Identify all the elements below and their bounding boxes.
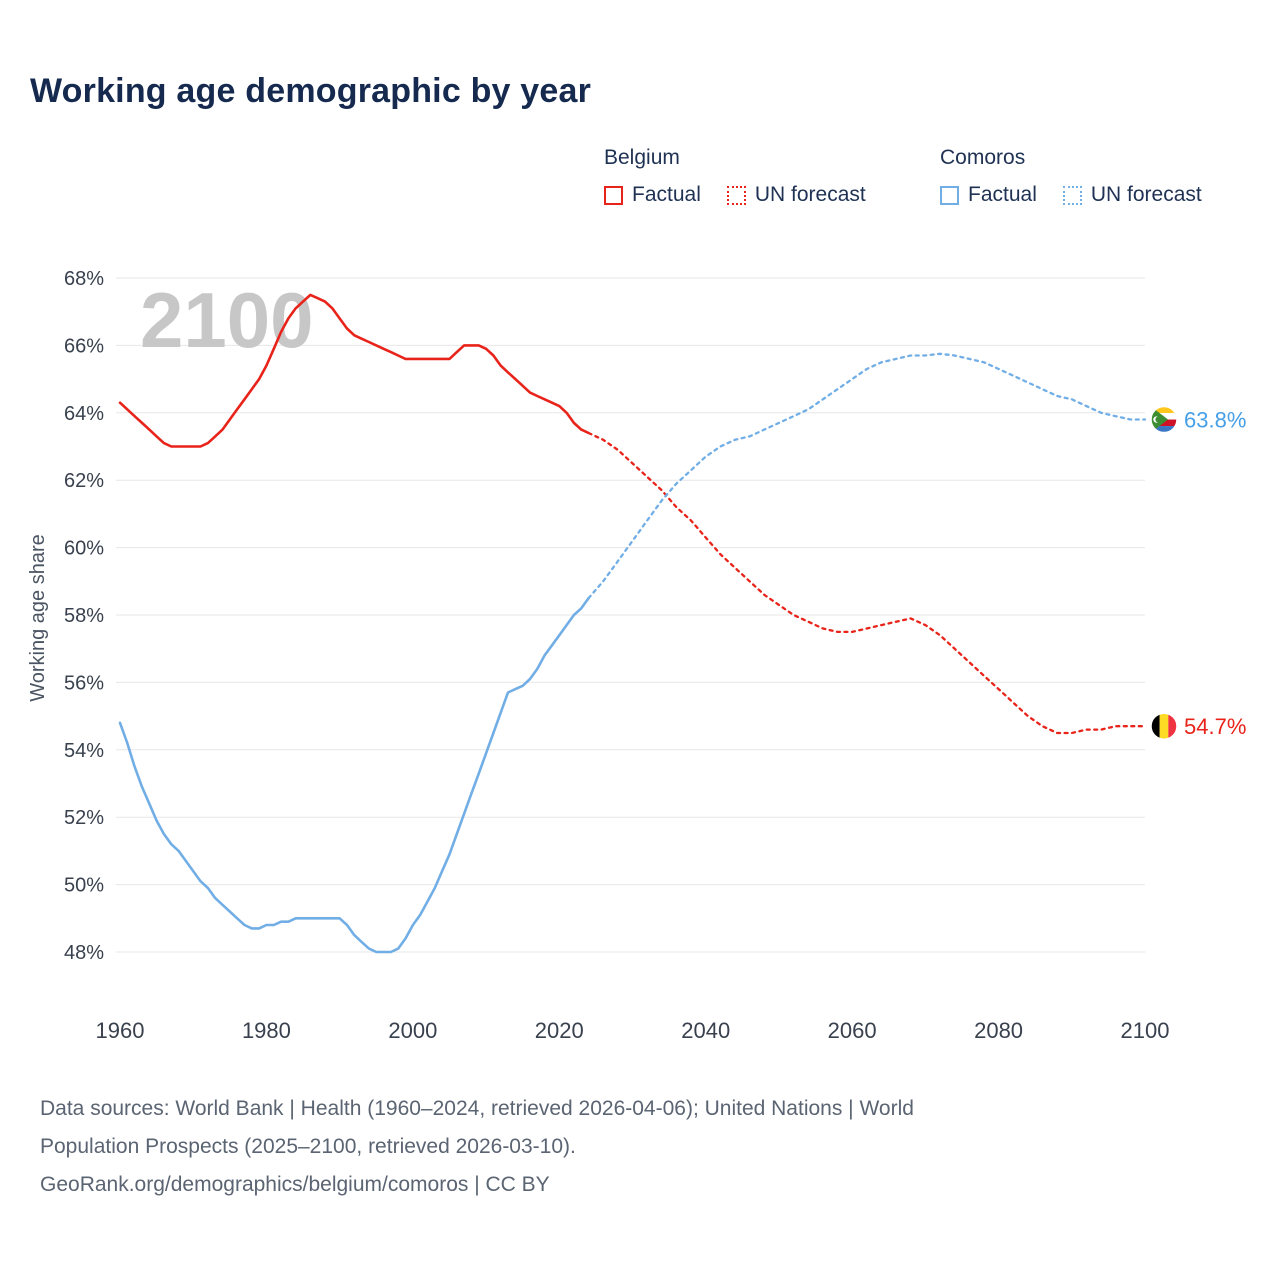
x-tick-label: 2060	[828, 1018, 877, 1043]
belgium-forecast-swatch-icon	[726, 185, 746, 205]
x-tick-label: 2020	[535, 1018, 584, 1043]
x-tick-label: 2080	[974, 1018, 1023, 1043]
comoros-forecast-swatch-icon	[1062, 185, 1082, 205]
series-belgium-factual[interactable]	[118, 293, 590, 448]
legend-group-comoros: Comoros Factual UN forecast	[940, 146, 1202, 207]
legend-belgium-heading: Belgium	[604, 146, 680, 169]
page-title: Working age demographic by year	[30, 72, 592, 110]
y-tick-label: 60%	[64, 538, 104, 560]
legend-belgium-factual[interactable]: Factual	[604, 183, 701, 207]
y-tick-label: 58%	[64, 605, 104, 627]
y-tick-label: 48%	[64, 942, 104, 964]
y-tick-label: 64%	[64, 403, 104, 425]
series-comoros-factual[interactable]	[118, 596, 590, 954]
end-label-belgium: 54.7%	[1184, 714, 1246, 739]
comoros-factual-swatch-icon	[940, 185, 959, 205]
end-label-comoros: 63.8%	[1184, 408, 1246, 433]
y-tick-label: 52%	[64, 807, 104, 829]
legend-entry-label: Factual	[632, 183, 701, 206]
x-tick-label: 2040	[681, 1018, 730, 1043]
y-axis-label: Working age share	[27, 534, 49, 702]
legend-belgium-forecast[interactable]: UN forecast	[726, 183, 866, 207]
data-sources-line3: GeoRank.org/demographics/belgium/comoros…	[40, 1173, 550, 1196]
legend-group-belgium: Belgium Factual UN forecast	[604, 146, 866, 207]
legend-comoros-entries: Factual UN forecast	[940, 183, 1202, 207]
legend-entry-label: Factual	[968, 183, 1037, 206]
legend-entry-label: UN forecast	[754, 183, 866, 206]
series-comoros-un-forecast[interactable]	[587, 352, 1147, 600]
data-sources: Data sources: World Bank | Health (1960–…	[40, 1090, 914, 1204]
comoros-flag-icon	[1151, 406, 1177, 433]
y-tick-label: 62%	[64, 470, 104, 492]
x-tick-label: 1960	[96, 1018, 145, 1043]
x-tick-label: 2000	[388, 1018, 437, 1043]
belgium-flag-icon	[1151, 713, 1177, 740]
belgium-factual-swatch-icon	[604, 185, 623, 205]
y-tick-label: 56%	[64, 672, 104, 694]
series-belgium-un-forecast[interactable]	[587, 431, 1147, 735]
data-sources-line2: Population Prospects (2025–2100, retriev…	[40, 1135, 576, 1158]
x-tick-label: 1980	[242, 1018, 291, 1043]
x-tick-label: 2100	[1121, 1018, 1170, 1043]
legend-comoros-forecast[interactable]: UN forecast	[1062, 183, 1202, 207]
y-tick-label: 54%	[64, 740, 104, 762]
legend-entry-label: UN forecast	[1090, 183, 1202, 206]
y-tick-label: 66%	[64, 335, 104, 357]
legend-comoros-factual[interactable]: Factual	[940, 183, 1037, 207]
hover-year-watermark: 2100	[140, 276, 314, 364]
legend-comoros-heading: Comoros	[940, 146, 1026, 169]
y-tick-label: 50%	[64, 875, 104, 897]
y-tick-label: 68%	[64, 268, 104, 290]
legend-belgium-entries: Factual UN forecast	[604, 183, 866, 207]
data-sources-line1: Data sources: World Bank | Health (1960–…	[40, 1097, 914, 1120]
